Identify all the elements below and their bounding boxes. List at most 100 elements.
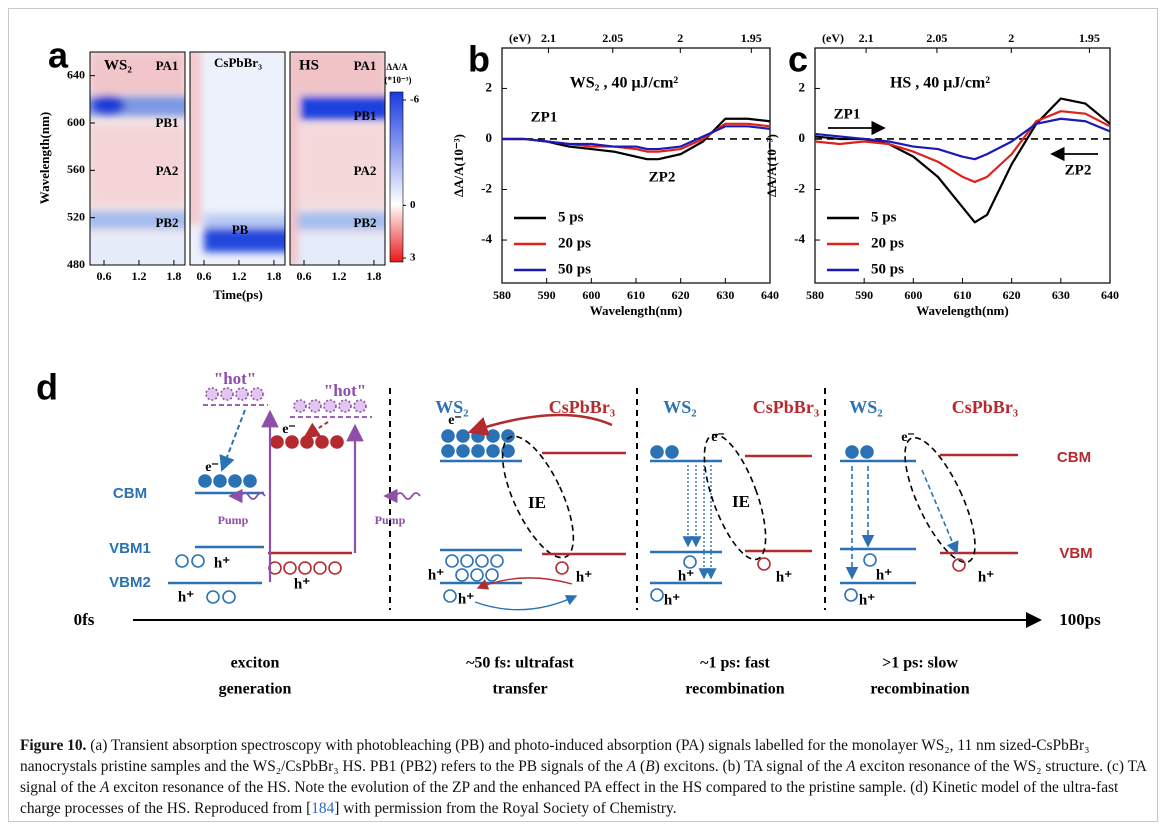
- arrow: [219, 409, 246, 472]
- y-tick-label: -2: [794, 180, 805, 195]
- y-tick-label: -2: [481, 180, 492, 195]
- panel-label: b: [468, 39, 490, 80]
- carrier: [235, 387, 249, 401]
- level-label: CBM: [113, 485, 147, 502]
- series-line: [814, 110, 1111, 184]
- x-tick-label: 630: [1052, 288, 1070, 302]
- carrier: [952, 558, 966, 572]
- material-label: CsPbBr₃: [549, 397, 616, 417]
- carrier: [650, 445, 664, 459]
- colorbar-tick-label: 0: [410, 199, 416, 211]
- carrier: [650, 588, 664, 602]
- carrier: [328, 561, 342, 575]
- pump-label: Pump: [218, 513, 249, 527]
- hole-label: h⁺: [458, 591, 474, 607]
- stage-label: recombination: [870, 681, 969, 698]
- y-tick-label: 0: [799, 130, 806, 145]
- arrow: [228, 488, 266, 504]
- level-label: VBM: [1059, 545, 1092, 562]
- level-label: CBM: [1057, 449, 1091, 466]
- carrier: [175, 554, 189, 568]
- arrow: [474, 595, 578, 611]
- x-tick-label: 580: [493, 288, 511, 302]
- carrier: [205, 387, 219, 401]
- reference-link[interactable]: 184: [311, 800, 335, 817]
- carrier: [285, 435, 299, 449]
- x-axis-label: Wavelength(nm): [590, 303, 682, 318]
- diagram: 0fs 100ps exciton generation ~50 fs: ult…: [74, 369, 1102, 698]
- y-tick-label: 2: [799, 79, 806, 94]
- series-line: [814, 117, 1111, 161]
- chart-title: HS , 40 μJ/cm²: [890, 75, 990, 92]
- y-tick-label: -4: [481, 231, 492, 246]
- caption-label: Figure 10.: [20, 737, 87, 754]
- x-tick-label: 1.2: [131, 269, 146, 283]
- caption-text: B: [645, 758, 655, 775]
- level-label: VBM1: [109, 540, 151, 557]
- x2-tick-label: 1.95: [741, 31, 762, 45]
- carrier: [441, 444, 455, 458]
- colorbar: [389, 91, 404, 263]
- band-label: PA1: [156, 58, 179, 73]
- y-tick-label: 480: [67, 257, 85, 271]
- hole-label: h⁺: [576, 569, 592, 585]
- band-label: PB2: [155, 215, 178, 230]
- carrier: [353, 399, 367, 413]
- carrier: [485, 568, 499, 582]
- carrier: [191, 554, 205, 568]
- carrier: [844, 588, 858, 602]
- exciton-label: IE: [732, 492, 750, 511]
- x-axis-label: Wavelength(nm): [916, 303, 1008, 318]
- x-tick-label: 640: [761, 288, 779, 302]
- x-tick-label: 590: [538, 288, 556, 302]
- heatmap-cspbbr3: [190, 52, 285, 265]
- y-axis-label: ΔA/A(10⁻³): [764, 134, 779, 197]
- legend-label: 5 ps: [558, 209, 584, 225]
- y-tick-label: 520: [67, 209, 85, 223]
- stage-label: recombination: [685, 681, 784, 698]
- carrier: [338, 399, 352, 413]
- carrier: [445, 554, 459, 568]
- electron-label: e⁻: [901, 430, 915, 445]
- x-tick-label: 620: [1003, 288, 1021, 302]
- x-axis-label: Time(ps): [213, 287, 263, 302]
- electron-label: e⁻: [205, 460, 219, 475]
- carrier: [486, 444, 500, 458]
- chart-title: WS₂ , 40 μJ/cm²: [570, 75, 679, 92]
- exciton-outline: [501, 435, 575, 559]
- hole-label: h⁺: [678, 568, 694, 584]
- x2-axis-label: (eV): [822, 31, 844, 45]
- legend-label: 50 ps: [558, 261, 591, 277]
- carrier: [283, 561, 297, 575]
- carrier: [213, 474, 227, 488]
- arrow: [303, 421, 329, 439]
- caption-text: (: [636, 758, 646, 775]
- hole-label: h⁺: [776, 569, 792, 585]
- carrier: [456, 444, 470, 458]
- carrier: [490, 554, 504, 568]
- electron-label: e⁻: [282, 422, 296, 437]
- arrow: [921, 469, 959, 555]
- carrier: [206, 590, 220, 604]
- band-label: PB2: [353, 215, 376, 230]
- band-label: PB1: [353, 108, 376, 123]
- stage-label: transfer: [492, 681, 547, 698]
- hole-label: h⁺: [978, 569, 994, 585]
- carrier: [222, 590, 236, 604]
- annotation: ZP2: [1065, 162, 1092, 178]
- carrier: [270, 435, 284, 449]
- plot-frame: [189, 51, 286, 266]
- carrier: [300, 435, 314, 449]
- carrier: [308, 399, 322, 413]
- caption-text: exciton resonance of the WS₂ structure. …: [20, 758, 1147, 796]
- panel-label: c: [788, 39, 808, 80]
- material-label: WS₂: [849, 397, 882, 417]
- x-tick-label: 0.6: [296, 269, 311, 283]
- y-tick-label: 2: [486, 79, 493, 94]
- pump-label: Pump: [375, 513, 406, 527]
- y-tick-label: 560: [67, 162, 85, 176]
- carrier: [293, 399, 307, 413]
- band-label: PB: [232, 222, 249, 237]
- carrier: [470, 568, 484, 582]
